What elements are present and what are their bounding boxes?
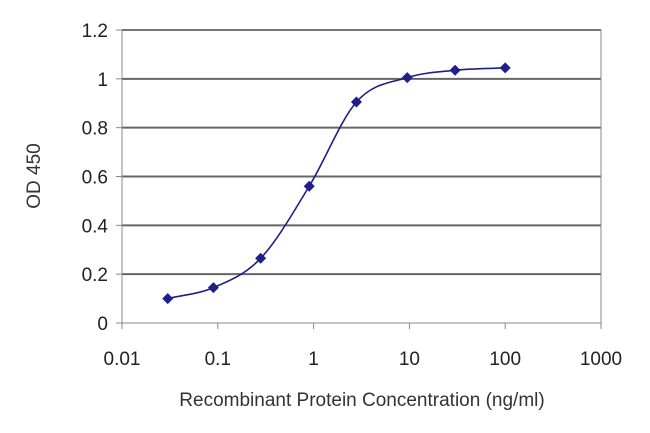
x-tick-label: 0.1 (205, 349, 231, 370)
data-point (401, 72, 413, 84)
y-tick-label: 1.2 (82, 21, 108, 42)
axes (116, 29, 602, 329)
y-tick-labels: 0 0.2 0.4 0.6 0.8 1 1.2 (82, 21, 109, 335)
y-tick-label: 0 (97, 314, 108, 335)
y-tick-label: 1 (97, 70, 108, 91)
data-point (449, 64, 461, 76)
y-tick-label: 0.8 (82, 119, 108, 140)
data-points (162, 62, 511, 305)
x-axis-title: Recombinant Protein Concentration (ng/ml… (179, 390, 544, 411)
y-tick-label: 0.2 (82, 265, 108, 286)
x-tick-labels: 0.01 0.1 1 10 100 1000 (104, 349, 623, 370)
x-tick-label: 10 (399, 349, 420, 370)
gridlines (122, 29, 601, 276)
data-point (207, 282, 219, 294)
data-point (499, 62, 511, 74)
data-point (350, 96, 362, 108)
data-point (255, 252, 267, 264)
y-axis-title: OD 450 (24, 143, 45, 208)
x-tick-label: 1000 (580, 349, 622, 370)
data-point (303, 180, 315, 192)
plot-frame (121, 29, 602, 324)
x-tick-label: 0.01 (104, 349, 141, 370)
x-tick-label: 100 (489, 349, 521, 370)
data-point (162, 293, 174, 305)
series-line (167, 67, 506, 300)
fitted-curve-layer (167, 67, 506, 300)
x-tick-label: 1 (308, 349, 319, 370)
y-tick-label: 0.6 (82, 168, 108, 189)
y-tick-label: 0.4 (82, 216, 109, 237)
